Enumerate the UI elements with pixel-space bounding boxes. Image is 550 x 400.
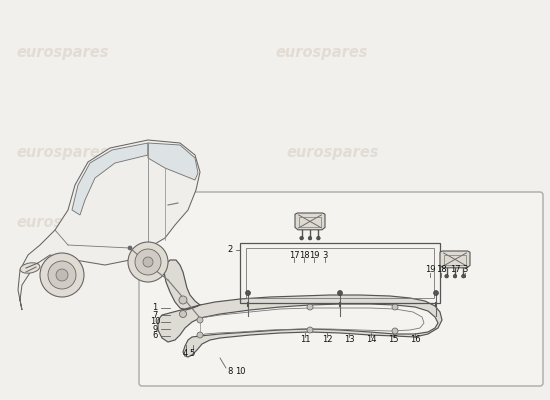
Text: 3: 3 bbox=[463, 266, 468, 274]
Circle shape bbox=[317, 236, 320, 240]
Text: 5: 5 bbox=[189, 348, 195, 358]
Polygon shape bbox=[158, 260, 442, 357]
Circle shape bbox=[179, 296, 187, 304]
Text: 10: 10 bbox=[150, 318, 160, 326]
Circle shape bbox=[308, 236, 312, 240]
Circle shape bbox=[128, 246, 132, 250]
Circle shape bbox=[48, 261, 76, 289]
Text: 7: 7 bbox=[152, 310, 158, 320]
Circle shape bbox=[143, 257, 153, 267]
Text: 16: 16 bbox=[410, 336, 420, 344]
Text: 1: 1 bbox=[152, 304, 158, 312]
Circle shape bbox=[128, 242, 168, 282]
Text: 3: 3 bbox=[322, 250, 328, 260]
Circle shape bbox=[338, 290, 343, 296]
Text: 18: 18 bbox=[436, 266, 446, 274]
Circle shape bbox=[392, 304, 398, 310]
Circle shape bbox=[307, 327, 313, 333]
Text: 15: 15 bbox=[388, 336, 398, 344]
Circle shape bbox=[433, 290, 438, 296]
Text: 19: 19 bbox=[425, 266, 435, 274]
Text: 9: 9 bbox=[152, 324, 158, 334]
Text: 12: 12 bbox=[322, 336, 332, 344]
Text: eurospares: eurospares bbox=[16, 44, 109, 60]
Text: 8: 8 bbox=[227, 368, 233, 376]
FancyBboxPatch shape bbox=[139, 192, 543, 386]
Text: 4: 4 bbox=[183, 348, 188, 358]
Circle shape bbox=[179, 310, 186, 318]
Text: eurospares: eurospares bbox=[286, 144, 378, 160]
Circle shape bbox=[135, 249, 161, 275]
Text: 18: 18 bbox=[299, 250, 309, 260]
Circle shape bbox=[197, 317, 203, 323]
Text: eurospares: eurospares bbox=[16, 214, 109, 230]
Circle shape bbox=[197, 332, 203, 338]
Text: 19: 19 bbox=[309, 250, 319, 260]
Ellipse shape bbox=[20, 263, 40, 273]
Circle shape bbox=[445, 274, 448, 278]
Polygon shape bbox=[72, 143, 148, 215]
Text: 2: 2 bbox=[227, 246, 233, 254]
Circle shape bbox=[453, 274, 457, 278]
Text: 17: 17 bbox=[450, 266, 460, 274]
Polygon shape bbox=[148, 143, 198, 180]
Text: 11: 11 bbox=[300, 336, 310, 344]
Text: eurospares: eurospares bbox=[16, 144, 109, 160]
Circle shape bbox=[307, 304, 313, 310]
Circle shape bbox=[245, 290, 250, 296]
Text: 14: 14 bbox=[366, 336, 376, 344]
Text: 6: 6 bbox=[152, 332, 158, 340]
Circle shape bbox=[56, 269, 68, 281]
Text: 10: 10 bbox=[235, 368, 245, 376]
Text: 17: 17 bbox=[289, 250, 299, 260]
Polygon shape bbox=[295, 213, 325, 230]
Polygon shape bbox=[18, 140, 200, 310]
Circle shape bbox=[40, 253, 84, 297]
Text: eurospares: eurospares bbox=[275, 44, 367, 60]
Text: 13: 13 bbox=[344, 336, 354, 344]
Text: eurospares: eurospares bbox=[286, 214, 378, 230]
Circle shape bbox=[300, 236, 304, 240]
Circle shape bbox=[461, 274, 465, 278]
Circle shape bbox=[392, 328, 398, 334]
Polygon shape bbox=[440, 251, 470, 268]
